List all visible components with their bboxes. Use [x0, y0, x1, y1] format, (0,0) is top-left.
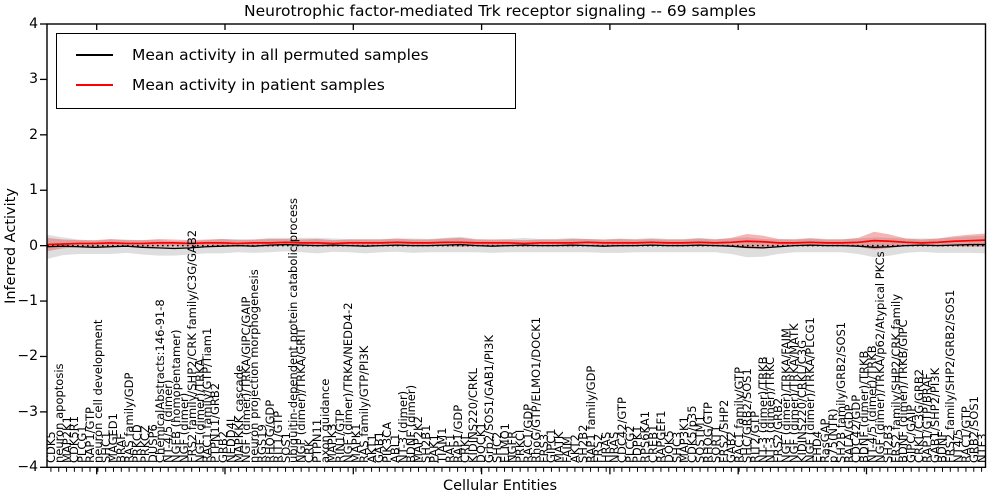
legend-item-patient: Mean activity in patient samples [57, 70, 515, 100]
y-tick-label: −3 [17, 403, 38, 420]
y-tick-label: 1 [29, 182, 38, 199]
y-tick-label: 2 [29, 126, 38, 143]
legend-line-permuted-icon [76, 54, 113, 56]
x-tick-label: NTF3 [974, 433, 989, 464]
y-tick-label: 3 [29, 71, 38, 88]
y-tick-label: −4 [17, 459, 38, 476]
y-tick-label: 4 [29, 16, 38, 32]
permuted-mean-line [46, 243, 986, 250]
y-tick-label: −2 [17, 348, 38, 365]
legend-label-patient: Mean activity in patient samples [132, 76, 385, 94]
chart-title: Neurotrophic factor-mediated Trk recepto… [244, 2, 756, 20]
x-axis-label: Cellular Entities [442, 478, 558, 494]
legend-label-permuted: Mean activity in all permuted samples [132, 46, 429, 64]
legend-item-permuted: Mean activity in all permuted samples [57, 40, 515, 70]
y-tick-label: −1 [17, 293, 38, 310]
legend-line-patient-icon [76, 84, 113, 86]
patient-range-band [47, 231, 986, 252]
patient-mean-line [46, 239, 986, 246]
y-tick-label: 0 [29, 237, 38, 254]
legend: Mean activity in all permuted samples Me… [56, 33, 516, 109]
